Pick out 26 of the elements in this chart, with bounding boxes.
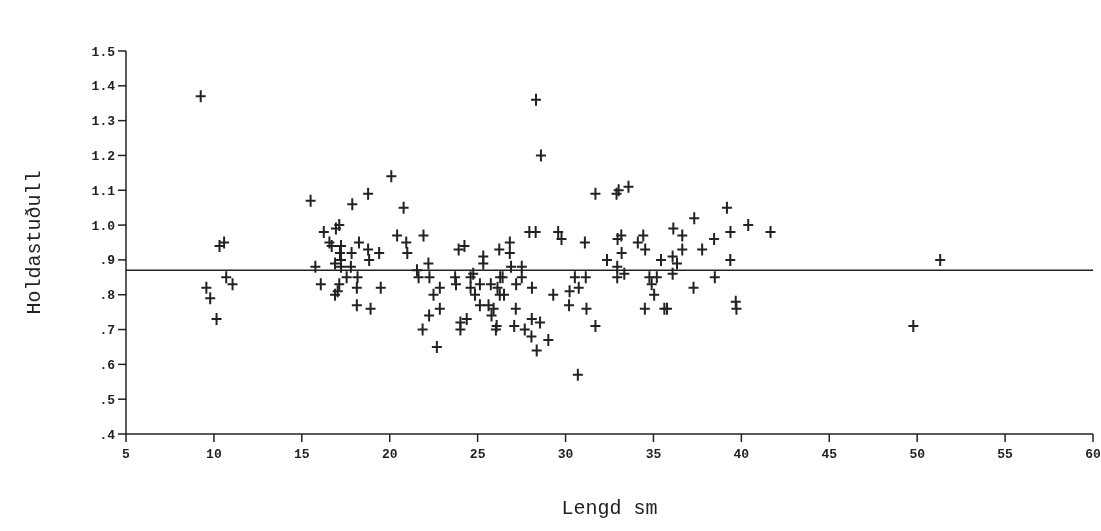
x-tick-label: 5 [122, 447, 131, 462]
y-tick-label: .6 [99, 357, 116, 373]
x-tick-label: 35 [645, 447, 662, 462]
y-axis-title: Holdastuðull [23, 170, 46, 315]
y-tick-label: .9 [99, 253, 116, 269]
y-tick-label: 1.0 [91, 218, 116, 234]
x-axis-title: Lengd sm [561, 497, 658, 520]
x-tick-label: 40 [733, 447, 750, 462]
x-tick-label: 60 [1085, 447, 1101, 462]
x-tick-label: 30 [557, 447, 574, 462]
x-tick-label: 10 [206, 447, 222, 462]
y-tick-label: .4 [99, 427, 116, 443]
x-tick-label: 50 [909, 447, 926, 462]
y-tick-label: .7 [99, 323, 115, 339]
y-tick-label: .8 [99, 288, 116, 304]
x-tick-label: 45 [821, 447, 838, 462]
x-tick-label: 25 [469, 447, 486, 462]
y-tick-label: 1.4 [91, 79, 116, 95]
y-tick-label: 1.2 [91, 149, 116, 164]
x-tick-label: 55 [997, 447, 1014, 462]
y-tick-label: 1.5 [91, 44, 116, 60]
y-tick-label: .5 [99, 392, 116, 408]
x-tick-label: 20 [381, 447, 398, 462]
y-tick-label: 1.3 [91, 114, 116, 130]
x-tick-label: 15 [294, 447, 310, 462]
y-tick-label: 1.1 [91, 183, 116, 199]
